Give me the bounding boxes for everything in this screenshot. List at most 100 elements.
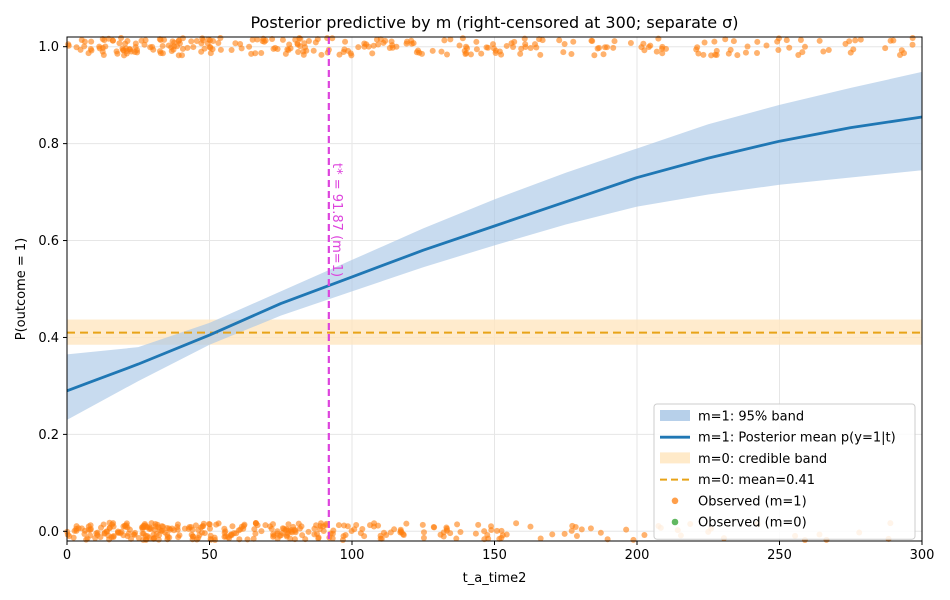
observed-point-m1 [503, 42, 510, 49]
observed-point-m1 [283, 533, 290, 540]
observed-point-m1 [403, 520, 410, 527]
observed-point-m1 [774, 38, 781, 45]
observed-point-m1 [237, 40, 244, 47]
legend-label-observed_m0: Observed (m=0) [698, 516, 807, 531]
observed-point-m1 [355, 44, 362, 51]
observed-point-m1 [258, 50, 265, 57]
x-tick-label: 50 [201, 548, 218, 563]
observed-point-m1 [179, 45, 186, 52]
observed-point-m1 [556, 37, 563, 44]
observed-point-m1 [909, 41, 916, 48]
threshold-label: t* = 91.87 (m=1) [329, 163, 344, 277]
observed-point-m1 [641, 531, 648, 538]
m1-posterior-mean-line [66, 115, 923, 393]
observed-point-m1 [270, 533, 277, 540]
observed-point-m1 [527, 523, 534, 530]
observed-point-m1 [594, 45, 601, 52]
observed-point-m1 [438, 48, 445, 55]
observed-point-m1 [313, 522, 320, 529]
observed-point-m1 [467, 51, 474, 58]
y-tick-label: 0.0 [38, 525, 59, 540]
observed-point-m1 [600, 51, 607, 58]
observed-point-m1 [178, 52, 185, 59]
observed-point-m1 [81, 38, 88, 45]
observed-point-m1 [786, 44, 793, 51]
observed-point-m1 [493, 527, 500, 534]
observed-point-m1 [235, 527, 242, 534]
observed-point-m1 [370, 42, 377, 49]
observed-point-m1 [181, 525, 188, 532]
observed-point-m1 [205, 36, 212, 43]
observed-point-m1 [387, 529, 394, 536]
x-tick-label: 0 [63, 548, 71, 563]
observed-point-m1 [151, 535, 158, 542]
observed-point-m1 [174, 43, 181, 50]
observed-point-m1 [221, 525, 228, 532]
legend-label-band_m1: m=1: 95% band [698, 410, 804, 425]
observed-point-m1 [340, 533, 347, 540]
observed-point-m1 [73, 523, 80, 530]
observed-point-m1 [647, 42, 654, 49]
observed-point-m1 [351, 526, 358, 533]
observed-point-m1 [282, 527, 289, 534]
observed-point-m1 [320, 527, 327, 534]
observed-point-m1 [344, 523, 351, 530]
observed-point-m1 [498, 534, 505, 541]
observed-point-m1 [193, 38, 200, 45]
observed-point-m1 [659, 50, 666, 57]
observed-point-m1 [441, 37, 448, 44]
observed-point-m1 [305, 528, 312, 535]
observed-point-m1 [611, 38, 618, 45]
observed-point-m1 [175, 534, 182, 541]
y-tick-label: 0.6 [38, 234, 59, 249]
observed-point-m1 [415, 47, 422, 54]
m1-mean-curve [66, 115, 923, 393]
observed-point-m1 [296, 525, 303, 532]
observed-point-m1 [85, 526, 92, 533]
observed-point-m1 [496, 48, 503, 55]
observed-point-m1 [286, 41, 293, 48]
observed-point-m1 [510, 44, 517, 51]
observed-point-m1 [295, 520, 302, 527]
observed-point-m1 [252, 520, 259, 527]
observed-point-m1 [431, 524, 438, 531]
observed-point-m1 [340, 48, 347, 55]
observed-point-m1 [365, 43, 372, 50]
x-tick-label: 300 [910, 548, 935, 563]
observed-point-m1 [159, 42, 166, 49]
observed-point-m1 [754, 50, 761, 57]
observed-point-m1 [81, 43, 88, 50]
observed-point-m1 [464, 45, 471, 52]
observed-point-m1 [361, 40, 368, 47]
observed-point-m1 [335, 522, 342, 529]
observed-point-m1 [610, 44, 617, 51]
observed-point-m1 [150, 46, 157, 53]
observed-point-m1 [418, 50, 425, 57]
observed-point-m1 [440, 529, 447, 536]
observed-point-m1 [290, 523, 297, 530]
observed-point-m1 [561, 41, 568, 48]
observed-point-m1 [146, 524, 153, 531]
observed-point-m1 [478, 50, 485, 57]
observed-point-m1 [228, 46, 235, 53]
observed-point-m1 [200, 522, 207, 529]
observed-point-m1 [882, 45, 889, 52]
observed-point-m1 [742, 49, 749, 56]
legend-swatch-observed_m1 [671, 497, 679, 505]
observed-point-m1 [561, 530, 568, 537]
observed-point-m1 [157, 36, 164, 43]
observed-point-m1 [124, 37, 131, 44]
y-tick-label: 0.4 [38, 331, 59, 346]
observed-point-m1 [662, 45, 669, 52]
observed-point-m1 [473, 38, 480, 45]
observed-point-m1 [188, 524, 195, 531]
observed-point-m1 [640, 40, 647, 47]
observed-point-m1 [249, 36, 256, 43]
observed-point-m1 [222, 533, 229, 540]
observed-point-m1 [73, 527, 80, 534]
observed-point-m1 [623, 526, 630, 533]
legend-swatch-observed_m0 [671, 518, 679, 526]
observed-point-m1 [447, 530, 454, 537]
observed-point-m1 [763, 42, 770, 49]
observed-point-m1 [169, 525, 176, 532]
